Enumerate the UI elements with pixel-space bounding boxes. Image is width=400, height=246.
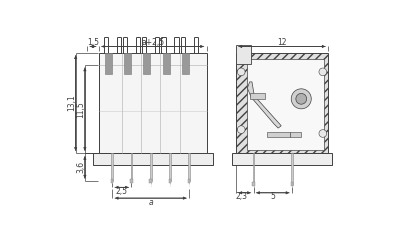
- Bar: [236, 45, 251, 64]
- Text: 5: 5: [270, 192, 275, 201]
- Circle shape: [291, 89, 311, 109]
- Bar: [188, 179, 190, 183]
- Bar: [111, 179, 114, 183]
- Text: 3,6: 3,6: [76, 161, 86, 173]
- Bar: [130, 179, 133, 183]
- Bar: [188, 153, 190, 181]
- Bar: [169, 153, 171, 181]
- Bar: [99, 53, 206, 154]
- Bar: [169, 179, 171, 183]
- Circle shape: [296, 93, 307, 104]
- Text: 2,3: 2,3: [236, 192, 248, 201]
- Bar: [182, 53, 189, 74]
- Bar: [105, 53, 112, 74]
- Bar: [267, 132, 290, 137]
- Bar: [143, 53, 150, 74]
- Text: 11,5: 11,5: [76, 101, 86, 118]
- Bar: [291, 154, 293, 185]
- Bar: [232, 154, 332, 165]
- Bar: [131, 153, 132, 181]
- Bar: [290, 132, 301, 137]
- Bar: [252, 182, 255, 186]
- Bar: [124, 53, 131, 74]
- Text: 12: 12: [277, 38, 287, 47]
- Text: a: a: [148, 198, 153, 206]
- Bar: [250, 93, 265, 99]
- Bar: [92, 154, 213, 165]
- Bar: [291, 182, 293, 186]
- Bar: [163, 53, 170, 74]
- Bar: [150, 153, 152, 181]
- Text: 2,5: 2,5: [116, 187, 128, 196]
- Bar: [236, 53, 328, 154]
- Bar: [247, 59, 324, 150]
- Polygon shape: [247, 82, 281, 128]
- Text: a+2,5: a+2,5: [141, 38, 164, 47]
- Text: 13,1: 13,1: [67, 95, 76, 111]
- Text: 1,5: 1,5: [87, 38, 99, 47]
- Circle shape: [319, 68, 327, 76]
- Bar: [111, 153, 113, 181]
- Circle shape: [237, 126, 245, 134]
- Circle shape: [319, 130, 327, 137]
- Bar: [150, 179, 152, 183]
- Circle shape: [237, 68, 245, 76]
- Bar: [253, 154, 254, 185]
